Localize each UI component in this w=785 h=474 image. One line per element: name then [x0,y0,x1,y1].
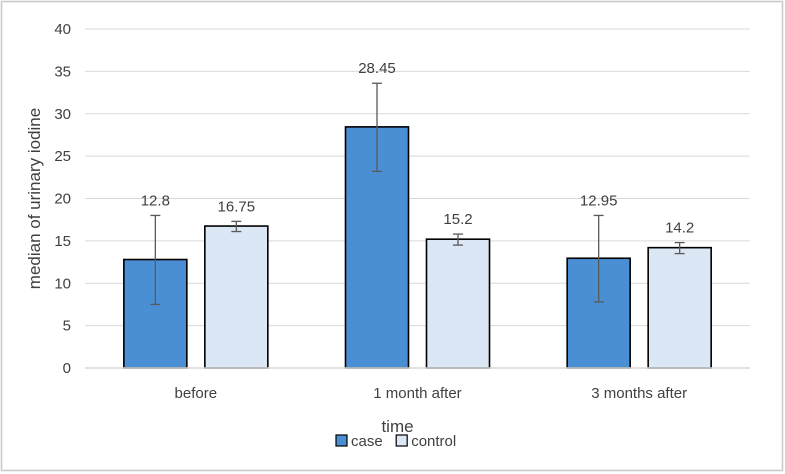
grid-lines [85,28,750,327]
y-tick-label: 15 [54,233,71,250]
data-label-control-1: 15.2 [443,211,472,228]
y-axis-title: median of urinary iodine [25,108,44,289]
legend-label-case: case [351,433,383,450]
y-tick-label: 30 [54,106,71,123]
category-label: 1 month after [373,385,461,402]
bar-control-0 [204,225,269,369]
data-label-case-0: 12.8 [141,192,170,209]
data-label-case-2: 12.95 [580,192,618,209]
legend-label-control: control [411,433,456,450]
y-tick-label: 5 [63,318,71,335]
y-axis-ticks: 0 5 10 15 20 25 30 35 40 [54,21,71,377]
legend: case control [335,433,456,450]
bar-control-2 [647,246,712,369]
data-label-control-2: 14.2 [665,220,694,237]
error-bars [150,82,685,306]
y-tick-label: 20 [54,191,71,208]
legend-swatch-control [395,434,408,447]
bars [123,126,712,369]
category-label: 3 months after [591,385,687,402]
y-tick-label: 25 [54,148,71,165]
data-labels: 12.8 16.75 28.45 15.2 12.95 14.2 [141,60,695,236]
y-tick-label: 40 [54,21,71,38]
category-label: before [175,385,218,402]
data-label-control-0: 16.75 [218,198,256,215]
y-tick-label: 35 [54,63,71,80]
x-axis-categories: before 1 month after 3 months after [175,385,688,402]
bar-control-1 [425,238,491,369]
x-axis-title: time [381,417,413,436]
legend-swatch-case [335,434,348,447]
y-tick-label: 10 [54,275,71,292]
y-tick-label: 0 [63,360,71,377]
data-label-case-1: 28.45 [358,60,396,77]
